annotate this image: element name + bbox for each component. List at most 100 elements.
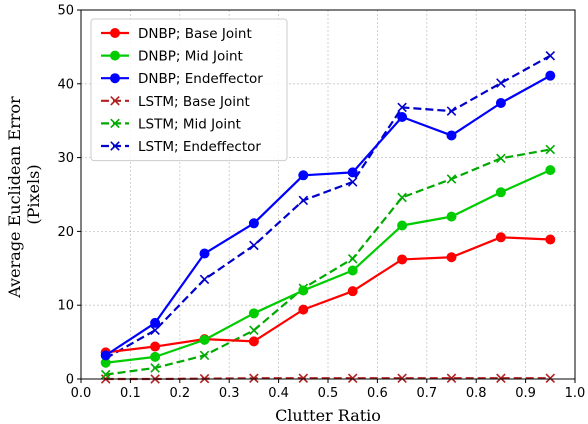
- data-point: [347, 373, 358, 384]
- x-tick-label: 0.3: [219, 386, 240, 401]
- series-2: [100, 70, 556, 361]
- data-point: [298, 285, 309, 296]
- data-point: [248, 336, 259, 347]
- data-point-stroke: [545, 373, 556, 384]
- legend-label: LSTM; Endeffector: [138, 139, 261, 155]
- legend-marker: [110, 28, 120, 38]
- y-axis-title-line-1: Average Euclidean Error: [5, 96, 24, 299]
- y-tick-label: 40: [57, 77, 74, 92]
- data-point: [446, 373, 457, 384]
- data-point: [298, 373, 309, 384]
- data-point: [150, 363, 160, 373]
- x-tick-label: 0.2: [169, 386, 190, 401]
- y-tick-label: 30: [57, 151, 74, 166]
- data-point-stroke: [199, 274, 210, 285]
- data-point-stroke: [298, 195, 309, 206]
- data-point-stroke: [249, 373, 259, 384]
- data-point: [347, 286, 358, 297]
- y-axis-title-line-2: (Pixels): [24, 164, 43, 224]
- data-point: [397, 254, 408, 265]
- data-point: [545, 144, 556, 155]
- data-point-stroke: [446, 106, 457, 116]
- data-point: [199, 334, 210, 345]
- data-point-stroke: [496, 78, 506, 88]
- data-point-stroke: [347, 373, 358, 384]
- data-point-stroke: [347, 253, 358, 264]
- data-point-stroke: [397, 102, 407, 113]
- series-layer: [100, 50, 556, 384]
- y-tick-label: 10: [57, 299, 74, 314]
- data-point-stroke: [397, 192, 407, 203]
- legend-label: DNBP; Mid Joint: [138, 49, 243, 65]
- data-point: [397, 112, 408, 123]
- data-point-stroke: [446, 373, 457, 384]
- data-point: [100, 350, 111, 361]
- legend-marker: [110, 141, 120, 151]
- data-point: [397, 220, 408, 231]
- data-point: [248, 308, 259, 319]
- data-point-stroke: [100, 369, 111, 380]
- series-1: [100, 165, 556, 368]
- data-point-stroke: [150, 363, 160, 373]
- data-point: [495, 232, 506, 243]
- legend-label: LSTM; Mid Joint: [138, 116, 241, 132]
- data-point-stroke: [150, 325, 160, 336]
- series-line: [105, 54, 551, 360]
- data-point: [199, 274, 210, 285]
- x-tick-label: 0.4: [268, 386, 289, 401]
- data-point-stroke: [545, 50, 556, 61]
- legend-entry: DNBP; Mid Joint: [101, 49, 243, 65]
- legend-marker: [110, 118, 120, 129]
- data-point: [496, 373, 506, 384]
- x-tick-label: 0.9: [515, 386, 536, 401]
- data-point: [298, 195, 309, 206]
- data-point: [545, 70, 556, 81]
- legend-entry: LSTM; Endeffector: [101, 139, 261, 155]
- legend-marker: [110, 50, 120, 61]
- data-point-stroke: [249, 240, 259, 251]
- x-axis-title: Clutter Ratio: [275, 406, 381, 424]
- data-point: [100, 369, 111, 380]
- legend-label: DNBP; Endeffector: [138, 71, 263, 87]
- data-point: [545, 165, 556, 176]
- data-point: [248, 218, 259, 229]
- data-point-stroke: [397, 373, 407, 384]
- data-point: [150, 325, 160, 336]
- legend-marker: [110, 96, 120, 106]
- data-point: [150, 341, 161, 352]
- data-point: [545, 373, 556, 384]
- legend-entry: DNBP; Base Joint: [101, 26, 252, 42]
- data-point: [496, 153, 506, 164]
- series-line: [105, 236, 551, 354]
- x-tick-label: 1.0: [565, 386, 586, 401]
- data-point-stroke: [347, 177, 358, 187]
- data-point-stroke: [496, 373, 506, 384]
- data-point: [446, 252, 457, 263]
- data-point: [496, 78, 506, 88]
- data-point: [347, 265, 358, 276]
- data-point: [545, 50, 556, 61]
- data-point: [298, 304, 309, 315]
- data-point: [446, 106, 457, 116]
- data-point-stroke: [249, 325, 259, 336]
- data-point: [545, 234, 556, 245]
- legend-box: [90, 18, 288, 162]
- data-point: [249, 373, 259, 384]
- y-tick-label: 20: [57, 225, 74, 240]
- legend-label: DNBP; Base Joint: [138, 26, 252, 42]
- series-line: [105, 74, 551, 357]
- x-tick-label: 0.6: [367, 386, 388, 401]
- x-tick-label: 0.7: [416, 386, 437, 401]
- x-tick-label: 0.1: [120, 386, 141, 401]
- data-point-stroke: [545, 144, 556, 155]
- data-point: [495, 97, 506, 108]
- legend-marker-stroke: [110, 118, 120, 129]
- y-tick-label: 0: [66, 373, 74, 388]
- data-point: [298, 170, 309, 181]
- data-point-stroke: [298, 373, 309, 384]
- data-point: [446, 130, 457, 141]
- data-point: [397, 102, 407, 113]
- data-point: [150, 317, 161, 328]
